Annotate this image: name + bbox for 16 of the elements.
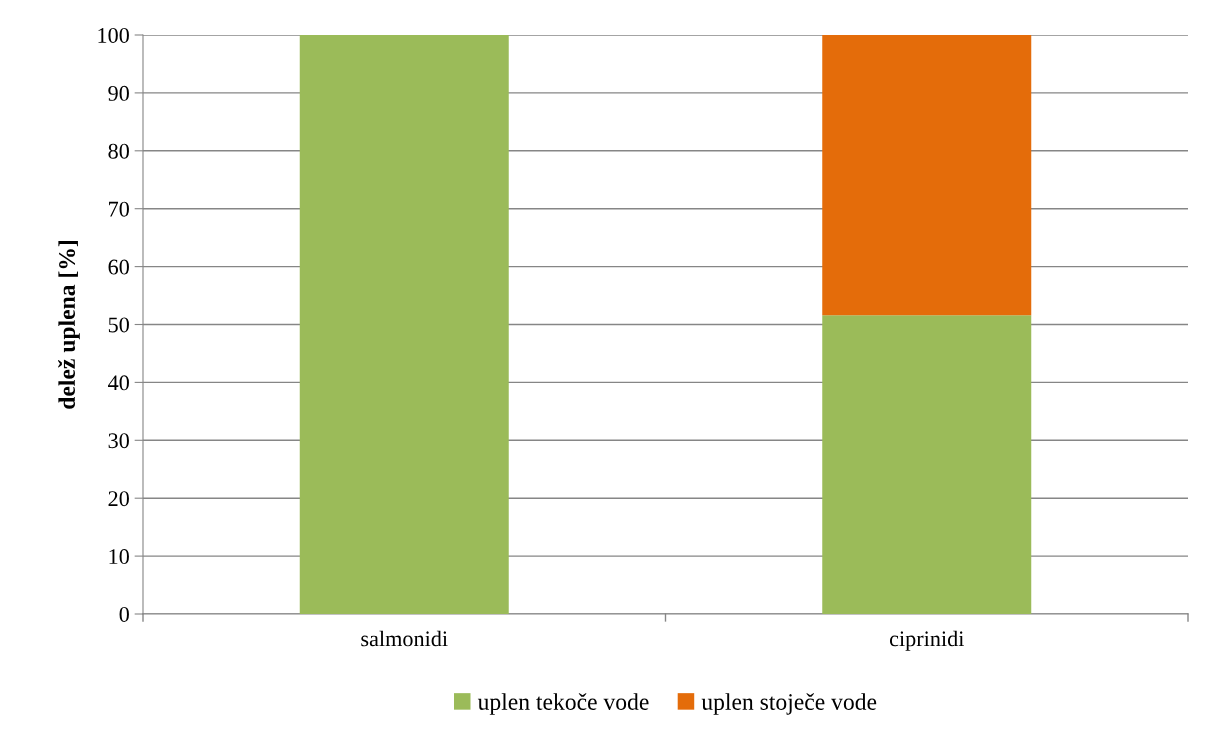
y-tick-label: 60 [108,259,129,275]
y-tick-label: 20 [108,491,129,507]
y-tick-label: 70 [109,201,129,217]
y-tick-label: 90 [108,85,129,101]
x-tick-label: salmonidi [361,630,448,647]
y-tick-label: 50 [108,317,129,333]
legend-label: uplen tekoče vode [477,693,649,715]
legend-label: uplen stoječe vode [701,693,877,715]
y-tick-label: 80 [108,143,129,159]
y-tick-label: 30 [108,433,129,449]
y-tick-label: 10 [109,549,129,565]
y-tick-label: 0 [119,606,129,622]
y-tick-label: 100 [98,27,129,43]
y-tick-label: 40 [108,375,129,391]
y-axis-title: delež uplena [%] [58,241,80,409]
x-tick-label: ciprinidi [889,630,964,651]
